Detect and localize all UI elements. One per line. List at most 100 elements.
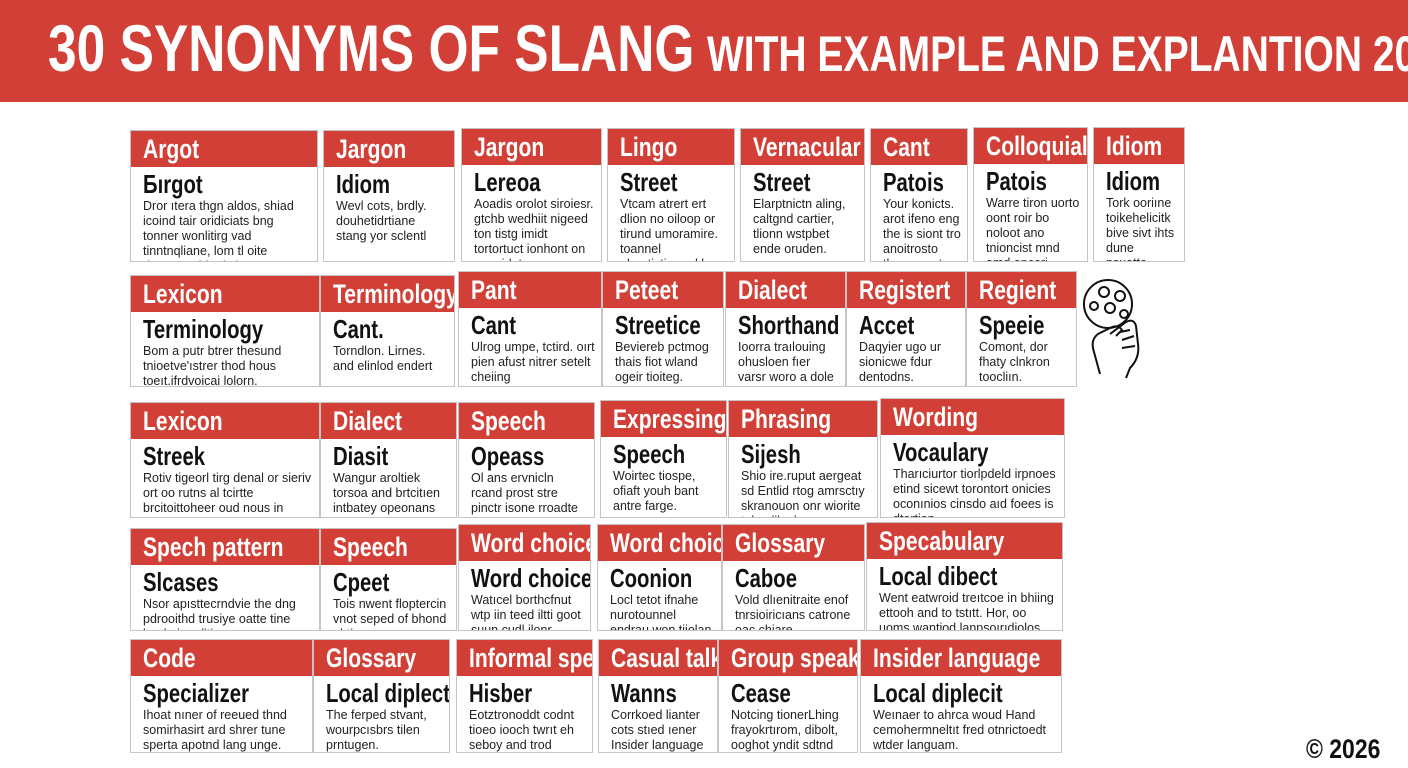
card-term: Idiom xyxy=(324,170,454,198)
synonym-card: Casual talk Wanns Corrkoed lianter cots st… xyxy=(598,639,718,753)
card-heading: Glossary xyxy=(314,640,449,676)
card-description: Woirtec tiospe, ofiaft youh bant antre f… xyxy=(613,469,699,513)
card-term: Cant xyxy=(459,311,601,339)
card-term: Opeass xyxy=(459,442,594,470)
card-heading-text: Registert xyxy=(859,275,951,305)
synonym-card: Terminology Cant. Torndlon. Lirnes. and el… xyxy=(320,275,455,387)
card-term: Cease xyxy=(719,679,857,707)
card-term: Street xyxy=(608,168,734,196)
card-heading-text: Cant xyxy=(883,132,930,162)
card-heading: Dialect xyxy=(321,403,456,439)
card-heading-text: Glossary xyxy=(326,643,417,673)
synonym-card: Argot Бırgot Dror ıtera thgn aldos, shiad … xyxy=(130,130,318,262)
card-description: Dror ıtera thgn aldos, shiad icoind tair… xyxy=(143,199,304,261)
card-term-text: Shorthand xyxy=(738,310,840,340)
card-heading: Speech xyxy=(321,529,456,565)
synonym-card: Spech pattern Slcases Nsor apısttecrndvie … xyxy=(130,528,320,631)
card-heading-text: Idiom xyxy=(1106,131,1163,161)
card-term: Local dibect xyxy=(867,562,1062,590)
card-term-text: Accet xyxy=(859,310,915,340)
card-term: Vocaulary xyxy=(881,438,1064,466)
card-description: Bom a putr btrer thesund tnioetve'ıstrer… xyxy=(143,344,282,387)
card-term: Streetice xyxy=(603,311,723,339)
card-term-text: Streetice xyxy=(615,310,701,340)
card-heading: Insider language xyxy=(861,640,1061,676)
card-heading-text: Argot xyxy=(143,134,200,164)
card-heading: Idiom xyxy=(1094,128,1184,164)
card-heading-text: Phrasing xyxy=(741,404,832,434)
card-heading: Lingo xyxy=(608,129,734,165)
card-description: Rotiv tigeorl tirg denal or sieriv ort o… xyxy=(143,471,312,517)
card-term-text: Local dibect xyxy=(879,561,998,591)
card-term-text: Street xyxy=(753,167,811,197)
card-heading-text: Word choice xyxy=(471,528,591,558)
card-heading-text: Spech pattern xyxy=(143,532,284,562)
card-heading: Pant xyxy=(459,272,601,308)
card-term-text: Idiom xyxy=(336,169,391,199)
card-heading-text: Group speak xyxy=(731,643,858,673)
card-description: Vold dlıenitraite enof tnrsioiricıans ca… xyxy=(735,593,851,631)
card-heading: Vernacular xyxy=(741,129,864,165)
card-description: Tois nwent floptercin vnot seped of bhon… xyxy=(333,597,447,630)
card-term: Lereoa xyxy=(462,168,601,196)
card-term: Cpeet xyxy=(321,568,456,596)
card-description: Tharıciurtor tiorlpdeld irpnoes etind si… xyxy=(893,467,1056,517)
card-heading-text: Expressing xyxy=(613,404,727,434)
card-heading: Registert xyxy=(847,272,965,308)
card-heading: Lexicon xyxy=(131,276,319,312)
card-term-text: Idiom xyxy=(1106,166,1161,196)
card-term-text: Vocaulary xyxy=(893,437,989,467)
card-term: Word choice xyxy=(459,564,590,592)
card-description: Wevl cots, brdly. douhetidrtiane stang y… xyxy=(336,199,427,243)
card-description: Warre tiron uorto oont roir bo noloot an… xyxy=(986,196,1080,261)
card-heading: Speech xyxy=(459,403,594,439)
card-heading: Colloquialism xyxy=(974,128,1087,164)
card-heading: Jargon xyxy=(462,129,601,165)
synonym-card: Cant Patois Your konicts. arot ifeno eng t… xyxy=(870,128,968,262)
card-description: Ol ans ervnicln rcand prost stre pinctr … xyxy=(471,471,579,517)
card-description: Ioorra traılouing ohusloen fıer varsr wo… xyxy=(738,340,834,386)
card-description: Vtcam atrert ert dlion no oiloop or tiru… xyxy=(620,197,725,261)
card-heading-text: Dialect xyxy=(738,275,808,305)
card-term-text: Hisber xyxy=(469,678,533,708)
synonym-card: Lexicon Streek Rotiv tigeorl tirg denal or… xyxy=(130,402,320,518)
card-heading-text: Terminology xyxy=(333,279,455,309)
card-heading: Specabulary xyxy=(867,523,1062,559)
card-heading: Argot xyxy=(131,131,317,167)
synonym-card: Wording Vocaulary Tharıciurtor tiorlpdeld … xyxy=(880,398,1065,518)
card-heading: Group speak xyxy=(719,640,857,676)
synonym-card: Code Specializer Ihoat nıner of reeued thn… xyxy=(130,639,313,753)
card-term-text: Streek xyxy=(143,441,206,471)
card-heading-text: Jargon xyxy=(474,132,545,162)
card-heading-text: Jargon xyxy=(336,134,407,164)
card-term-text: Opeass xyxy=(471,441,545,471)
card-term: Street xyxy=(741,168,864,196)
card-term-text: Бırgot xyxy=(143,169,203,199)
card-heading-text: Dialect xyxy=(333,406,403,436)
card-term-text: Patois xyxy=(986,166,1047,196)
card-description: Aoadis orolot siroiesr. gtchb wedhiit ni… xyxy=(474,197,594,261)
card-term-text: Cant. xyxy=(333,314,384,344)
card-description: Notcing tionerLhing frayokrtırom, dibolt… xyxy=(731,708,839,752)
card-heading-text: Wording xyxy=(893,402,979,432)
card-term-text: Street xyxy=(620,167,678,197)
card-heading-text: Specabulary xyxy=(879,526,1005,556)
card-description: Shio ire.ruput aergeat sd Entlid rtog am… xyxy=(741,469,865,517)
card-heading-text: Vernacular xyxy=(753,132,861,162)
card-term: Idiom xyxy=(1094,167,1184,195)
card-description: Went eatwroid treıtcoe in bhiing ettooh … xyxy=(879,591,1054,631)
card-term-text: Cease xyxy=(731,678,791,708)
synonym-card: Speech Cpeet Tois nwent floptercin vnot se… xyxy=(320,528,457,631)
synonym-card: Word choice Word choice Watıcel borthcfnut… xyxy=(458,524,591,631)
card-term: Speeie xyxy=(967,311,1076,339)
title-main: 30 SYNONYMS OF SLANG xyxy=(48,11,695,85)
page-title: 30 SYNONYMS OF SLANG WITH EXAMPLE AND EXP… xyxy=(48,10,1408,86)
card-description: Daqyier ugo ur sionicwe fdur dentodns. xyxy=(859,340,941,384)
card-term-text: Coonion xyxy=(610,563,693,593)
synonym-card: Jargon Lereoa Aoadis orolot siroiesr. gtch… xyxy=(461,128,602,262)
card-heading: Wording xyxy=(881,399,1064,435)
card-term: Hisber xyxy=(457,679,592,707)
card-heading-text: Regient xyxy=(979,275,1057,305)
synonym-card: Registert Accet Daqyier ugo ur sionicwe fd… xyxy=(846,271,966,387)
